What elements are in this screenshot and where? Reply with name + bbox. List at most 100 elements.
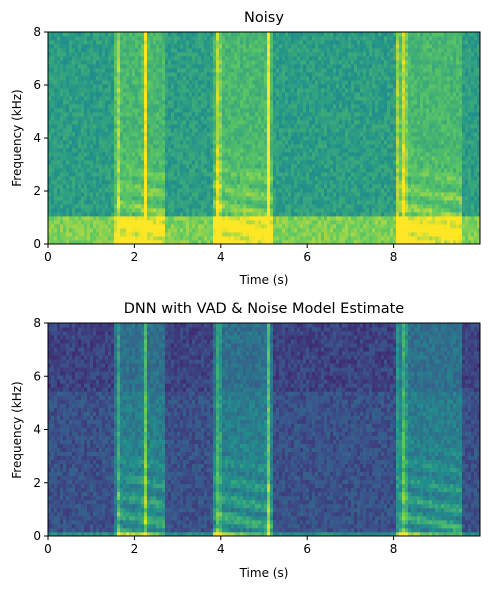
heatmap-cell [324, 136, 328, 141]
heatmap-cell [270, 92, 274, 97]
heatmap-cell [150, 188, 154, 193]
heatmap-cell [213, 48, 217, 53]
heatmap-cell [96, 168, 100, 173]
heatmap-cell [87, 192, 91, 197]
heatmap-cell [141, 200, 145, 205]
heatmap-cell [234, 192, 238, 197]
heatmap-cell [216, 148, 220, 153]
heatmap-cell [213, 212, 217, 217]
heatmap-cell [153, 84, 157, 89]
heatmap-cell [234, 96, 238, 101]
heatmap-cell [309, 68, 313, 73]
heatmap-cell [108, 104, 112, 109]
heatmap-cell [222, 84, 226, 89]
heatmap-cell [96, 72, 100, 77]
heatmap-cell [243, 196, 247, 201]
heatmap-cell [318, 40, 322, 45]
heatmap-cell [63, 216, 67, 221]
heatmap-cell [60, 148, 64, 153]
heatmap-cell [57, 200, 61, 205]
heatmap-cell [261, 116, 265, 121]
heatmap-cell [243, 144, 247, 149]
heatmap-cell [147, 200, 151, 205]
heatmap-cell [78, 100, 82, 105]
heatmap-cell [318, 128, 322, 133]
heatmap-cell [279, 72, 283, 77]
heatmap-cell [270, 232, 274, 237]
heatmap-cell [240, 68, 244, 73]
heatmap-cell [231, 60, 235, 65]
heatmap-cell [267, 208, 271, 213]
heatmap-cell [273, 220, 277, 225]
heatmap-cell [294, 36, 298, 41]
heatmap-cell [90, 36, 94, 41]
heatmap-cell [213, 68, 217, 73]
heatmap-cell [204, 112, 208, 117]
heatmap-cell [153, 204, 157, 209]
heatmap-cell [192, 136, 196, 141]
heatmap-cell [297, 216, 301, 221]
heatmap-cell [177, 120, 181, 125]
heatmap-cell [126, 180, 130, 185]
heatmap-cell [186, 84, 190, 89]
heatmap-cell [78, 144, 82, 149]
heatmap-cell [306, 168, 310, 173]
heatmap-cell [123, 76, 127, 81]
heatmap-cell [165, 92, 169, 97]
heatmap-cell [63, 156, 67, 161]
heatmap-cell [270, 188, 274, 193]
heatmap-cell [105, 60, 109, 65]
heatmap-cell [240, 200, 244, 205]
heatmap-cell [147, 124, 151, 129]
heatmap-cell [252, 172, 256, 177]
heatmap-cell [174, 200, 178, 205]
heatmap-cell [168, 60, 172, 65]
heatmap-cell [312, 160, 316, 165]
heatmap-cell [258, 100, 262, 105]
heatmap-cell [204, 32, 208, 37]
heatmap-cell [75, 208, 79, 213]
heatmap-cell [225, 100, 229, 105]
heatmap-cell [291, 236, 295, 241]
heatmap-cell [84, 172, 88, 177]
heatmap-cell [210, 128, 214, 133]
heatmap-cell [210, 48, 214, 53]
heatmap-cell [135, 216, 139, 221]
heatmap-cell [168, 176, 172, 181]
heatmap-cell [261, 36, 265, 41]
heatmap-cell [165, 72, 169, 77]
heatmap-cell [312, 68, 316, 73]
heatmap-cell [213, 116, 217, 121]
heatmap-cell [126, 164, 130, 169]
heatmap-cell [243, 76, 247, 81]
heatmap-cell [315, 76, 319, 81]
heatmap-cell [96, 132, 100, 137]
heatmap-cell [276, 172, 280, 177]
heatmap-cell [231, 124, 235, 129]
heatmap-cell [87, 68, 91, 73]
heatmap-cell [57, 112, 61, 117]
heatmap-cell [261, 208, 265, 213]
heatmap-cell [48, 200, 52, 205]
heatmap-cell [114, 68, 118, 73]
heatmap-cell [207, 48, 211, 53]
heatmap-cell [183, 216, 187, 221]
heatmap-cell [87, 172, 91, 177]
heatmap-cell [93, 200, 97, 205]
heatmap-cell [90, 152, 94, 157]
heatmap-cell [306, 36, 310, 41]
heatmap-cell [228, 156, 232, 161]
heatmap-cell [207, 224, 211, 229]
heatmap-cell [297, 104, 301, 109]
heatmap-cell [303, 224, 307, 229]
heatmap-cell [297, 192, 301, 197]
heatmap-cell [318, 88, 322, 93]
heatmap-cell [249, 116, 253, 121]
heatmap-cell [138, 172, 142, 177]
heatmap-cell [84, 72, 88, 77]
heatmap-cell [108, 168, 112, 173]
heatmap-cell [300, 112, 304, 117]
heatmap-cell [222, 100, 226, 105]
heatmap-cell [327, 152, 331, 157]
heatmap-cell [63, 140, 67, 145]
